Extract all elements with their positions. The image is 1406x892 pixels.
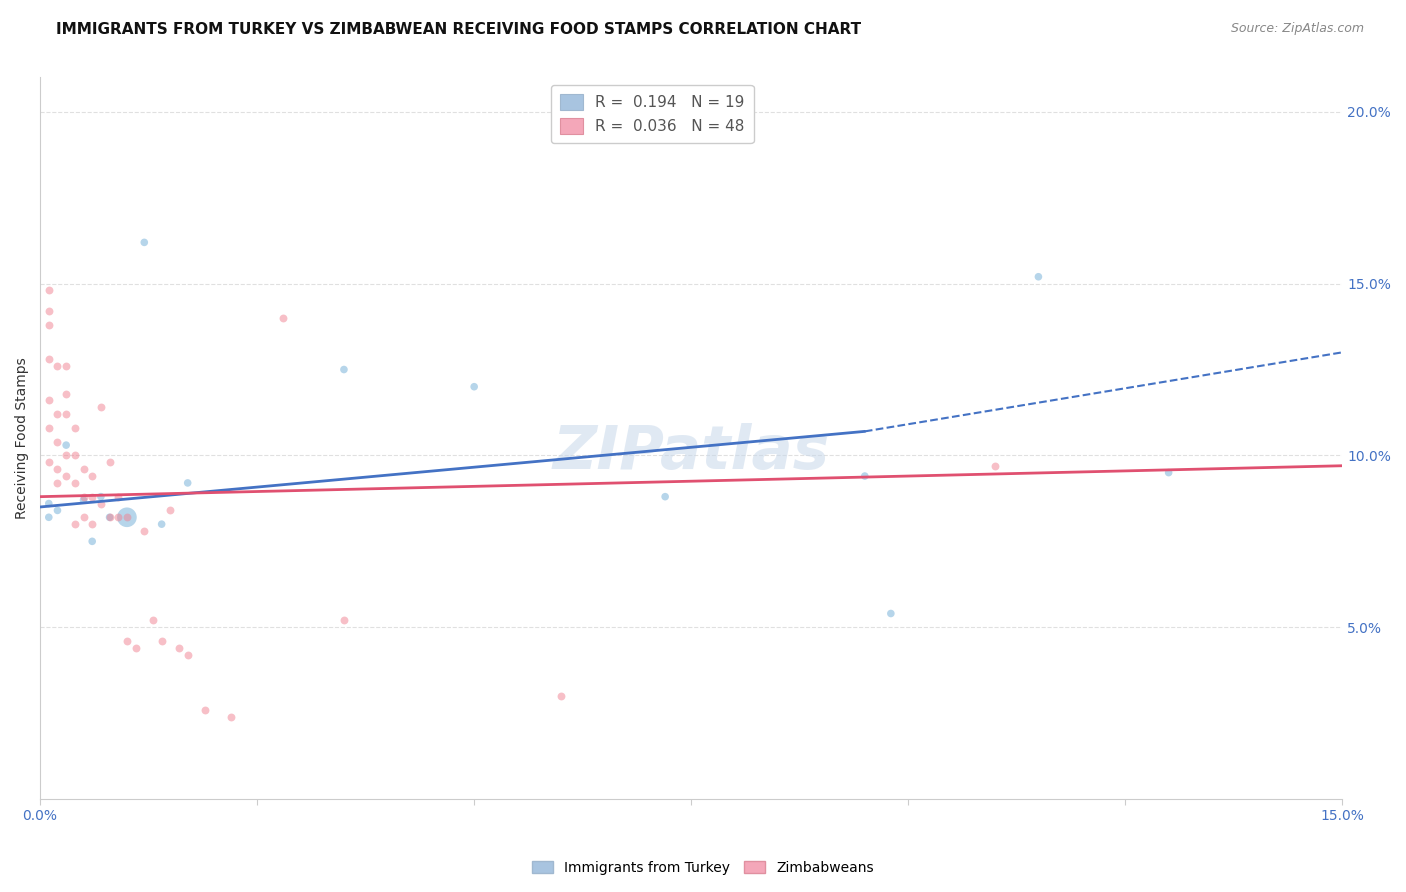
Point (150, 517, 173, 532)
Point (550, 689, 572, 703)
Point (46, 434, 69, 449)
Point (115, 510, 138, 524)
Point (98, 510, 121, 524)
Point (63, 475, 86, 490)
Point (90, 497, 112, 511)
Point (46, 462, 69, 476)
Point (82, 517, 104, 532)
Point (107, 510, 129, 524)
Point (98, 455, 121, 469)
Point (333, 362, 356, 376)
Point (63, 449, 86, 463)
Text: ZIPatlas: ZIPatlas (553, 423, 830, 483)
Point (46, 359, 69, 373)
Point (46, 475, 69, 490)
Point (134, 524, 156, 538)
Point (55, 449, 77, 463)
Point (38, 455, 60, 469)
Point (72, 490, 94, 504)
Point (1157, 466, 1180, 480)
Y-axis label: Receiving Food Stamps: Receiving Food Stamps (15, 358, 30, 519)
Point (63, 421, 86, 435)
Point (984, 458, 1007, 473)
Point (72, 493, 94, 508)
Point (124, 640, 146, 655)
Point (194, 703, 217, 717)
Point (55, 407, 77, 421)
Point (176, 648, 198, 662)
Point (1028, 269, 1050, 284)
Point (107, 490, 129, 504)
Point (46, 503, 69, 517)
Point (98, 510, 121, 524)
Point (82, 490, 104, 504)
Point (55, 438, 77, 452)
Point (167, 640, 190, 655)
Point (219, 709, 242, 723)
Point (333, 613, 356, 627)
Point (90, 490, 112, 504)
Point (115, 510, 138, 524)
Text: IMMIGRANTS FROM TURKEY VS ZIMBABWEAN RECEIVING FOOD STAMPS CORRELATION CHART: IMMIGRANTS FROM TURKEY VS ZIMBABWEAN REC… (56, 22, 862, 37)
Text: Source: ZipAtlas.com: Source: ZipAtlas.com (1230, 22, 1364, 36)
Point (271, 310, 294, 325)
Point (880, 607, 903, 621)
Point (82, 534, 104, 549)
Point (463, 380, 485, 394)
Point (176, 475, 198, 490)
Point (38, 304, 60, 318)
Point (46, 407, 69, 421)
Point (38, 421, 60, 435)
Point (134, 235, 156, 250)
Point (55, 359, 77, 373)
Point (150, 634, 173, 648)
Point (82, 469, 104, 483)
Point (38, 352, 60, 367)
Point (90, 401, 112, 415)
Point (142, 613, 165, 627)
Point (38, 284, 60, 298)
Point (63, 517, 86, 532)
Legend: R =  0.194   N = 19, R =  0.036   N = 48: R = 0.194 N = 19, R = 0.036 N = 48 (551, 85, 754, 143)
Point (654, 490, 676, 504)
Point (38, 510, 60, 524)
Point (72, 510, 94, 524)
Point (55, 469, 77, 483)
Point (38, 393, 60, 408)
Point (38, 497, 60, 511)
Point (159, 503, 181, 517)
Point (115, 634, 138, 648)
Point (72, 462, 94, 476)
Point (853, 469, 876, 483)
Point (55, 386, 77, 401)
Legend: Immigrants from Turkey, Zimbabweans: Immigrants from Turkey, Zimbabweans (527, 855, 879, 880)
Point (38, 318, 60, 332)
